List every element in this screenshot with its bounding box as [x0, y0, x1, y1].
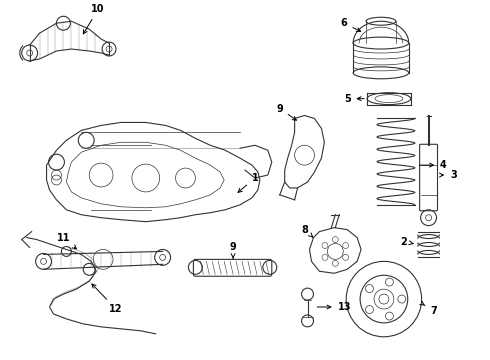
- Text: 9: 9: [230, 243, 237, 258]
- Text: 5: 5: [344, 94, 364, 104]
- Text: 3: 3: [440, 170, 457, 180]
- Text: 1: 1: [238, 173, 258, 192]
- Text: 6: 6: [341, 18, 361, 31]
- Text: 10: 10: [83, 4, 105, 34]
- Text: 12: 12: [92, 284, 123, 314]
- Text: 11: 11: [57, 233, 76, 249]
- Text: 13: 13: [317, 302, 351, 312]
- Text: 2: 2: [400, 237, 413, 247]
- Text: 4: 4: [419, 160, 447, 170]
- Text: 9: 9: [276, 104, 296, 120]
- Text: 8: 8: [301, 225, 313, 237]
- Text: 7: 7: [420, 301, 437, 316]
